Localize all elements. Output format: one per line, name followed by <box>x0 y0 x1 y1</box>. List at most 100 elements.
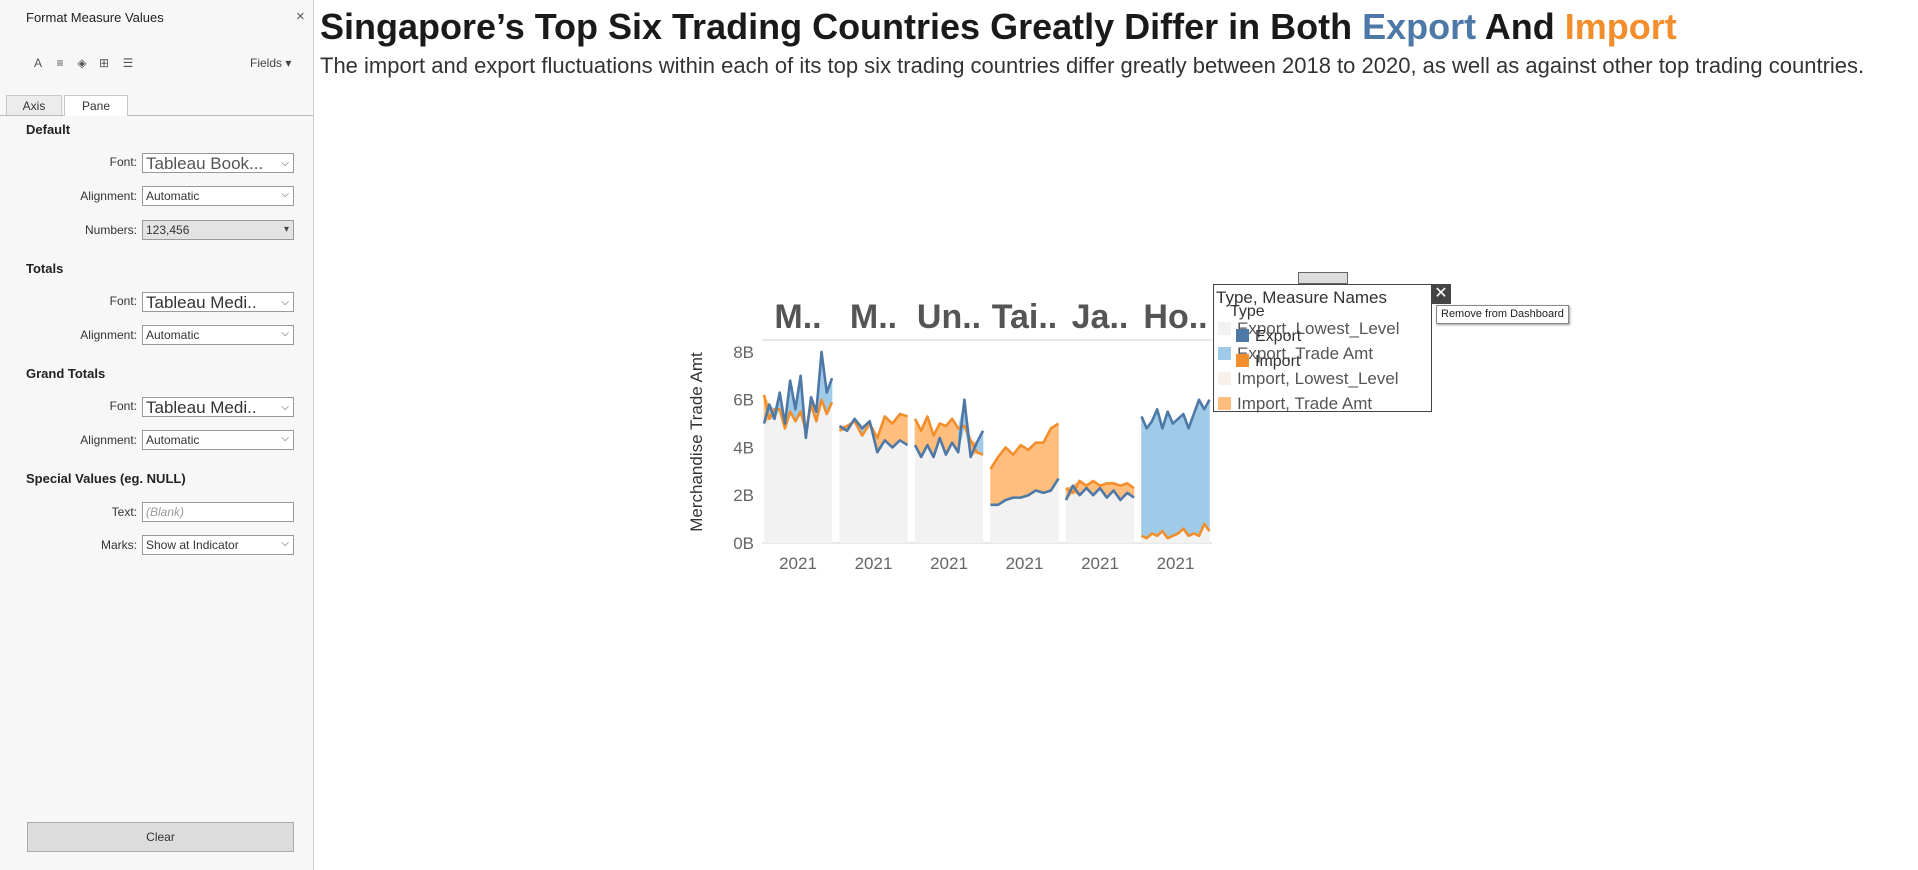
default-heading: Default <box>26 122 71 137</box>
default-numbers-label: Numbers: <box>84 223 137 237</box>
remove-legend-button[interactable]: ✕ <box>1431 284 1451 304</box>
chart-panel: M.. 2021 <box>838 298 909 573</box>
export-line <box>1064 484 1135 502</box>
format-pane: Format Measure Values × A ≡ ◈ ⊞ ☰ Fields… <box>0 0 314 870</box>
title-and: And <box>1476 6 1565 47</box>
clear-button[interactable]: Clear <box>27 822 294 852</box>
trade-gap-area <box>1146 420 1153 539</box>
special-marks-value: Show at Indicator <box>146 538 239 552</box>
trade-gap-area <box>1177 413 1184 535</box>
special-values-heading: Special Values (eg. NULL) <box>26 471 186 486</box>
legend-item-label: Import, Lowest_Level <box>1237 369 1399 388</box>
x-tick-label: 2021 <box>930 554 968 573</box>
y-tick-label: 4B <box>733 438 754 457</box>
fields-dropdown[interactable]: Fields ▾ <box>250 56 291 70</box>
x-tick-label: 2021 <box>779 554 817 573</box>
panel-header: M.. <box>850 298 897 336</box>
default-alignment-value: Automatic <box>146 189 200 203</box>
x-tick-label: 2021 <box>1006 554 1044 573</box>
trade-gap-area <box>1193 399 1200 537</box>
grand-totals-alignment-select[interactable]: Automatic ⌵ <box>142 430 294 450</box>
lowest-level-area <box>990 478 1059 543</box>
legend-title: Type, Measure Names <box>1216 288 1388 307</box>
chart-panel: Tai.. 2021 <box>989 298 1060 573</box>
trade-gap-area <box>1198 399 1205 536</box>
fields-label: Fields <box>250 56 283 70</box>
shading-icon[interactable]: ◈ <box>77 56 87 70</box>
default-numbers-select[interactable]: 123,456 ▾ <box>142 220 294 240</box>
legend-drag-handle[interactable] <box>1298 272 1348 284</box>
x-tick-label: 2021 <box>855 554 893 573</box>
chevron-down-icon: ▾ <box>285 56 292 70</box>
totals-alignment-label: Alignment: <box>80 328 137 342</box>
alignment-icon[interactable]: ≡ <box>56 56 64 70</box>
trade-gap-area <box>1183 413 1189 537</box>
legend-item-export-trade[interactable]: Export, Trade Amt <box>1218 344 1373 364</box>
overlay-item-export[interactable]: Export <box>1236 328 1301 346</box>
legend-item-import-lowest[interactable]: Import, Lowest_Level <box>1218 369 1399 389</box>
borders-icon[interactable]: ⊞ <box>98 56 110 70</box>
special-marks-label: Marks: <box>101 538 137 552</box>
import-line <box>1140 522 1211 540</box>
y-axis-label: Merchandise Trade Amt <box>687 352 706 532</box>
chevron-down-icon: ⌵ <box>281 433 289 444</box>
totals-heading: Totals <box>26 261 64 276</box>
import-line <box>1065 479 1135 495</box>
trade-gap-area <box>1020 444 1029 499</box>
panel-header: Tai.. <box>992 298 1058 336</box>
type-legend[interactable]: Type, Measure Names Export, Lowest_Level… <box>1213 284 1432 414</box>
trade-gap-area <box>1035 442 1044 494</box>
legend-item-label: Import, Trade Amt <box>1237 394 1373 413</box>
special-text-label: Text: <box>111 505 137 519</box>
export-line <box>762 350 834 440</box>
panel-header: Ja.. <box>1072 298 1129 336</box>
export-line <box>990 477 1060 507</box>
chevron-down-icon: ⌵ <box>281 158 289 169</box>
totals-alignment-value: Automatic <box>146 328 200 342</box>
close-pane-button[interactable]: × <box>296 8 305 25</box>
totals-alignment-select[interactable]: Automatic ⌵ <box>142 325 294 345</box>
lowest-level-area <box>1141 523 1210 543</box>
trade-gap-area <box>1162 411 1168 540</box>
title-import: Import <box>1564 6 1677 47</box>
overlay-item-import[interactable]: Import <box>1236 353 1300 371</box>
grand-totals-font-value: Tableau Medi.. <box>146 398 257 417</box>
dashboard-subtitle: The import and export fluctuations withi… <box>320 53 1865 78</box>
swatch <box>1218 322 1231 335</box>
chevron-down-icon: ⌵ <box>281 297 289 308</box>
y-tick-label: 8B <box>733 343 754 362</box>
y-tick-label: 6B <box>733 391 754 410</box>
default-font-select[interactable]: Tableau Book... ⌵ <box>142 153 294 173</box>
dashboard-title: Singapore’s Top Six Trading Countries Gr… <box>320 6 1677 48</box>
totals-font-select[interactable]: Tableau Medi.. ⌵ <box>142 292 294 312</box>
tab-axis[interactable]: Axis <box>6 95 62 115</box>
default-alignment-select[interactable]: Automatic ⌵ <box>142 186 294 206</box>
legend-item-import-trade[interactable]: Import, Trade Amt <box>1218 394 1372 414</box>
default-alignment-label: Alignment: <box>80 189 137 203</box>
trade-gap-area <box>1203 399 1210 532</box>
chevron-down-icon: ⌵ <box>281 189 289 200</box>
default-font-label: Font: <box>109 155 137 169</box>
x-tick-label: 2021 <box>1157 554 1195 573</box>
lowest-level-area <box>1066 488 1134 543</box>
font-icon[interactable]: A <box>33 56 42 70</box>
chart-panel: M.. 2021 <box>762 298 834 573</box>
caret-down-icon: ▾ <box>283 224 289 235</box>
tab-pane[interactable]: Pane <box>64 95 128 116</box>
grand-totals-alignment-label: Alignment: <box>80 433 137 447</box>
chart-panel: Ja.. 2021 <box>1064 298 1135 573</box>
trade-gap-area <box>1151 409 1158 537</box>
legend-item-export-lowest[interactable]: Export, Lowest_Level <box>1218 319 1400 339</box>
lines-icon[interactable]: ☰ <box>122 56 134 70</box>
special-text-field[interactable]: (Blank) <box>142 502 294 522</box>
panel-header: Un.. <box>917 298 981 336</box>
special-marks-select[interactable]: Show at Indicator ⌵ <box>142 535 294 555</box>
totals-font-value: Tableau Medi.. <box>146 293 257 312</box>
overlay-legend-title: Type <box>1230 303 1265 320</box>
grand-totals-font-select[interactable]: Tableau Medi.. ⌵ <box>142 397 294 417</box>
lowest-level-area <box>764 399 832 543</box>
panel-header: Ho.. <box>1143 298 1207 336</box>
trade-gap-area <box>1188 413 1195 537</box>
trade-area-chart[interactable]: Merchandise Trade Amt 8B6B4B2B0BM..2021M.… <box>670 290 1230 590</box>
grand-totals-font-label: Font: <box>109 399 137 413</box>
